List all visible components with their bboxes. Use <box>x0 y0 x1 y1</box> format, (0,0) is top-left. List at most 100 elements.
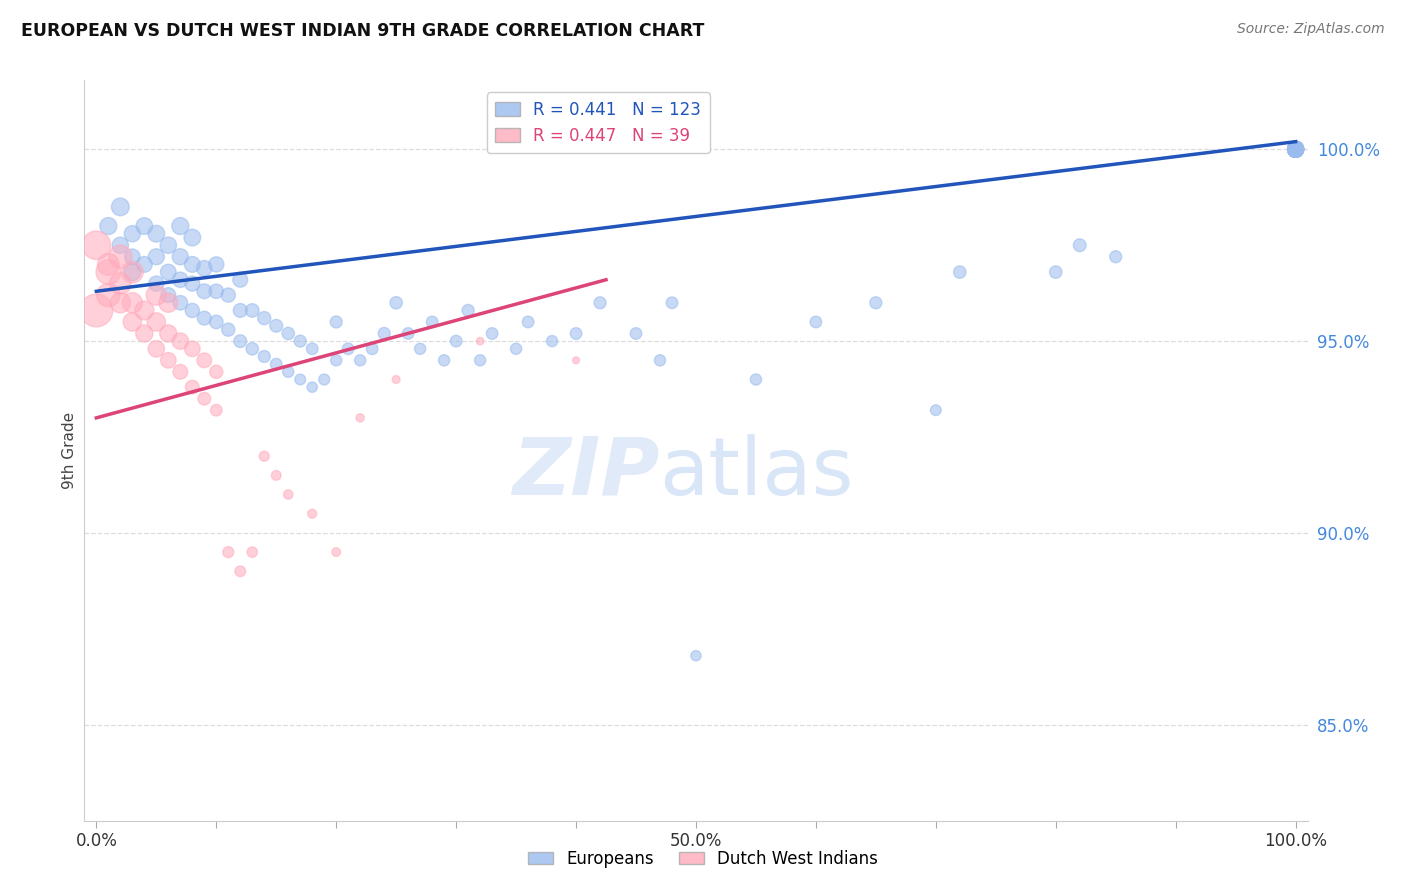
Point <box>290 372 312 386</box>
Point <box>420 315 443 329</box>
Point <box>1284 142 1306 156</box>
Point <box>1284 142 1306 156</box>
Point <box>1284 142 1306 156</box>
Point <box>661 295 683 310</box>
Point <box>396 326 419 341</box>
Point <box>121 295 143 310</box>
Point <box>1284 142 1306 156</box>
Point <box>86 238 108 252</box>
Point <box>121 265 143 279</box>
Point <box>1284 142 1306 156</box>
Point <box>157 353 180 368</box>
Point <box>110 200 132 214</box>
Point <box>240 545 263 559</box>
Point <box>217 545 239 559</box>
Point <box>444 334 467 348</box>
Point <box>145 342 167 356</box>
Point <box>1284 142 1306 156</box>
Point <box>1284 142 1306 156</box>
Point <box>145 315 167 329</box>
Point <box>205 315 228 329</box>
Text: EUROPEAN VS DUTCH WEST INDIAN 9TH GRADE CORRELATION CHART: EUROPEAN VS DUTCH WEST INDIAN 9TH GRADE … <box>21 22 704 40</box>
Legend: R = 0.441   N = 123, R = 0.447   N = 39: R = 0.441 N = 123, R = 0.447 N = 39 <box>486 92 710 153</box>
Point <box>134 303 156 318</box>
Point <box>169 365 191 379</box>
Point <box>1284 142 1306 156</box>
Point <box>373 326 395 341</box>
Point <box>1284 142 1306 156</box>
Point <box>385 295 408 310</box>
Point <box>121 227 143 241</box>
Point <box>685 648 707 663</box>
Point <box>301 507 323 521</box>
Point <box>205 365 228 379</box>
Point <box>1284 142 1306 156</box>
Point <box>1284 142 1306 156</box>
Point <box>253 350 276 364</box>
Point <box>157 326 180 341</box>
Point <box>121 315 143 329</box>
Point <box>134 257 156 271</box>
Point <box>1284 142 1306 156</box>
Point <box>1284 142 1306 156</box>
Point <box>1284 142 1306 156</box>
Point <box>1284 142 1306 156</box>
Point <box>745 372 768 386</box>
Point <box>1284 142 1306 156</box>
Point <box>181 257 204 271</box>
Point <box>325 315 347 329</box>
Point <box>193 261 215 276</box>
Point <box>541 334 564 348</box>
Point <box>1284 142 1306 156</box>
Point <box>1284 142 1306 156</box>
Point <box>1284 142 1306 156</box>
Point <box>1284 142 1306 156</box>
Point <box>205 403 228 417</box>
Point <box>277 365 299 379</box>
Point <box>169 295 191 310</box>
Point <box>1284 142 1306 156</box>
Point <box>145 250 167 264</box>
Point <box>157 288 180 302</box>
Point <box>325 545 347 559</box>
Point <box>205 285 228 299</box>
Point <box>1284 142 1306 156</box>
Point <box>264 468 287 483</box>
Point <box>157 265 180 279</box>
Point <box>925 403 948 417</box>
Point <box>1284 142 1306 156</box>
Point <box>1284 142 1306 156</box>
Point <box>565 326 588 341</box>
Point <box>110 277 132 291</box>
Point <box>290 334 312 348</box>
Point <box>205 257 228 271</box>
Point <box>361 342 384 356</box>
Text: ZIP: ZIP <box>512 434 659 512</box>
Point <box>301 380 323 394</box>
Point <box>264 318 287 333</box>
Point <box>468 353 491 368</box>
Point <box>1284 142 1306 156</box>
Point <box>517 315 540 329</box>
Point <box>349 410 371 425</box>
Point <box>193 311 215 326</box>
Point <box>181 342 204 356</box>
Point <box>134 219 156 233</box>
Point <box>433 353 456 368</box>
Text: Source: ZipAtlas.com: Source: ZipAtlas.com <box>1237 22 1385 37</box>
Point <box>253 311 276 326</box>
Point <box>229 334 252 348</box>
Point <box>624 326 647 341</box>
Point <box>589 295 612 310</box>
Point <box>1284 142 1306 156</box>
Point <box>240 342 263 356</box>
Point <box>157 238 180 252</box>
Point <box>145 227 167 241</box>
Point <box>301 342 323 356</box>
Point <box>169 219 191 233</box>
Point <box>1284 142 1306 156</box>
Point <box>229 273 252 287</box>
Point <box>1284 142 1306 156</box>
Point <box>457 303 479 318</box>
Point <box>648 353 671 368</box>
